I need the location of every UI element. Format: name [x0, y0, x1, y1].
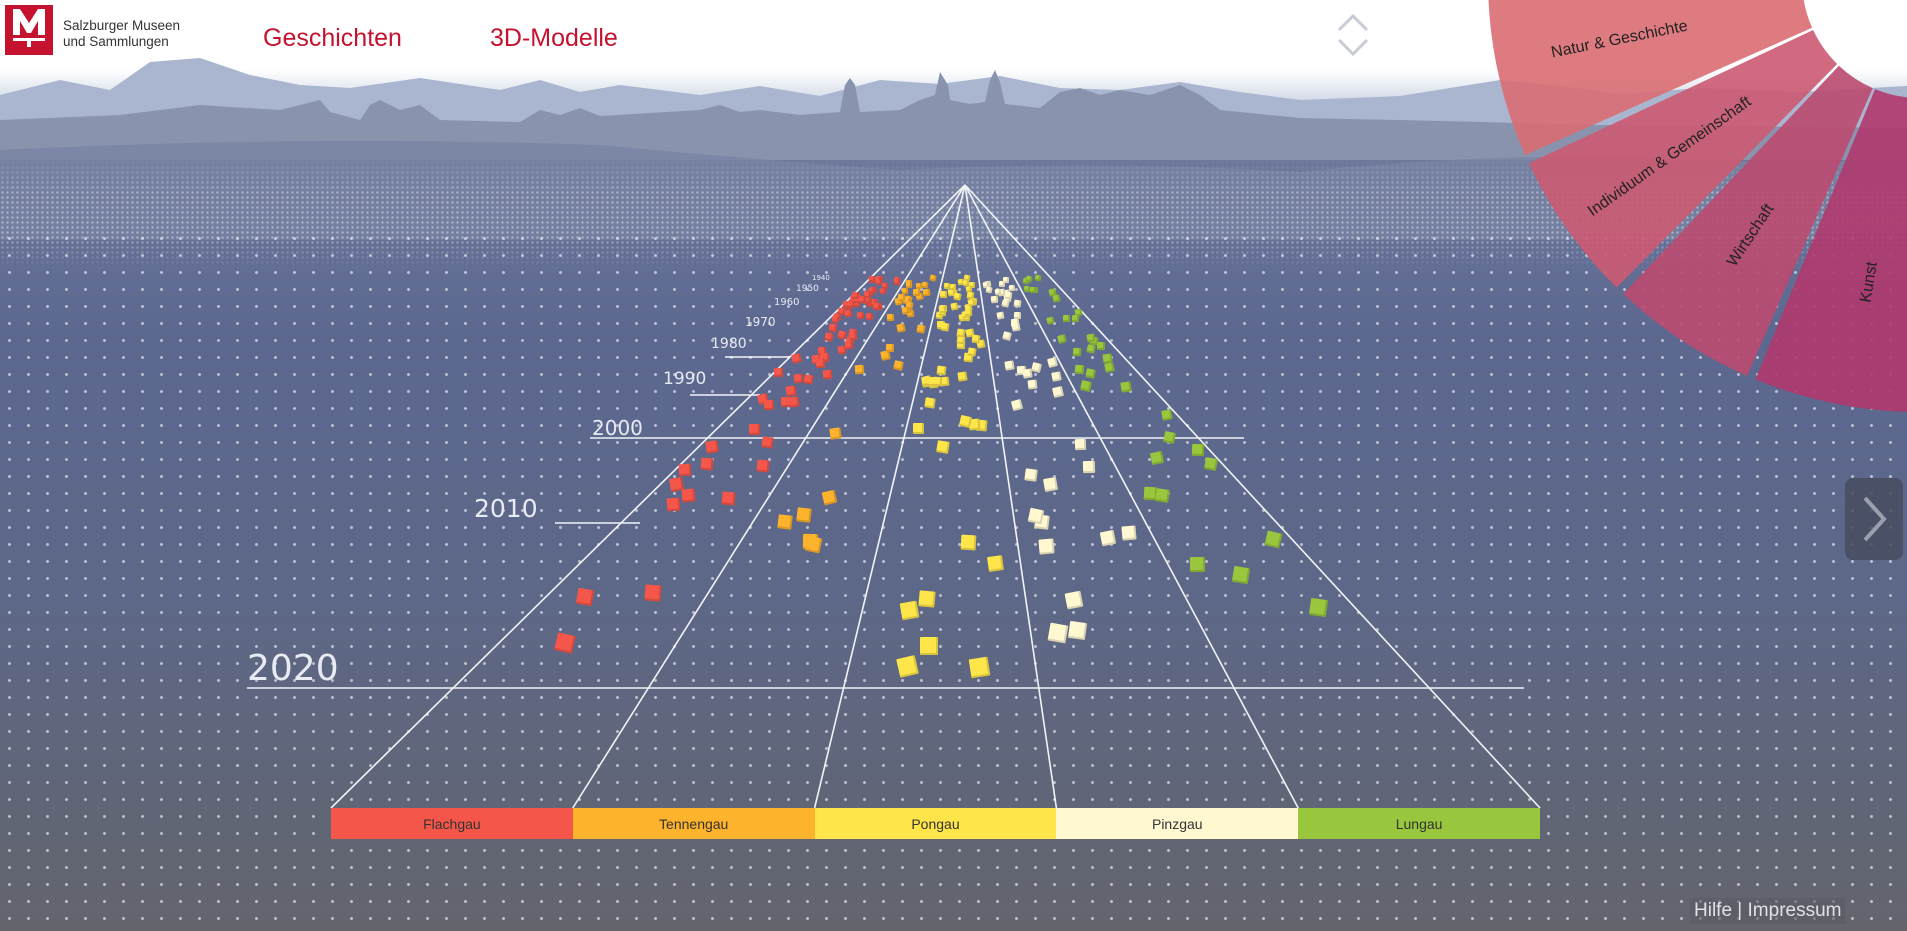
- museum-logo[interactable]: [5, 5, 53, 55]
- story-marker-lungau[interactable]: [1029, 286, 1037, 294]
- category-segment-0[interactable]: Natur & Geschichte: [1488, 0, 1813, 156]
- region-tennengau[interactable]: Tennengau: [572, 808, 815, 839]
- year-label-1990: 1990: [663, 369, 707, 389]
- region-pinzgau[interactable]: Pinzgau: [1056, 808, 1299, 839]
- region-lungau[interactable]: Lungau: [1298, 808, 1540, 839]
- year-label-1970: 1970: [745, 315, 776, 329]
- chevron-right-icon: [1863, 496, 1887, 542]
- org-name-line2: und Sammlungen: [63, 34, 169, 49]
- year-label-2010: 2010: [474, 494, 538, 523]
- imprint-link[interactable]: Impressum: [1747, 900, 1842, 921]
- year-label-1960: 1960: [774, 297, 800, 308]
- footer-links: Hilfe | Impressum: [1690, 898, 1846, 924]
- help-link[interactable]: Hilfe: [1694, 900, 1733, 921]
- region-label: Flachgau: [423, 815, 481, 832]
- year-label-1940: 1940: [812, 274, 830, 282]
- segment-shape: [1755, 89, 1907, 412]
- region-label: Tennengau: [659, 815, 729, 832]
- segment-shape: [1528, 30, 1838, 288]
- year-label-1950: 1950: [796, 284, 819, 294]
- segment-label: Kunst: [1857, 260, 1881, 304]
- story-marker-pongau[interactable]: [920, 637, 939, 656]
- nav-3d-modelle[interactable]: 3D-Modelle: [490, 24, 618, 52]
- category-segment-3[interactable]: Kunst: [1755, 89, 1907, 412]
- logo-m-icon: [13, 9, 45, 47]
- region-label: Lungau: [1395, 815, 1443, 832]
- region-flachgau[interactable]: Flachgau: [331, 808, 573, 839]
- year-label-2000: 2000: [592, 416, 643, 440]
- segment-shape: [1488, 0, 1813, 156]
- story-marker-pinzgau[interactable]: [1003, 277, 1010, 284]
- story-marker-flachgau[interactable]: [749, 423, 761, 435]
- segment-shape: [1623, 65, 1873, 376]
- up-down-chevron-icon[interactable]: [1336, 10, 1370, 60]
- next-button[interactable]: [1845, 478, 1903, 560]
- region-legend: Flachgau Tennengau Pongau Pinzgau Lungau: [331, 808, 1540, 839]
- nav-geschichten[interactable]: Geschichten: [263, 24, 402, 52]
- org-name: Salzburger Museen und Sammlungen: [63, 18, 180, 50]
- year-label-2020: 2020: [247, 648, 339, 689]
- footer-separator: |: [1737, 900, 1743, 921]
- org-name-line1: Salzburger Museen: [63, 18, 181, 33]
- category-segment-2[interactable]: Wirtschaft: [1623, 65, 1873, 376]
- year-label-1980: 1980: [711, 336, 747, 352]
- story-marker-pongau[interactable]: [949, 283, 957, 290]
- region-label: Pongau: [911, 815, 960, 832]
- story-marker-tennengau[interactable]: [885, 344, 895, 353]
- region-pongau[interactable]: Pongau: [814, 808, 1057, 839]
- region-label: Pinzgau: [1151, 815, 1203, 832]
- story-marker-pongau[interactable]: [913, 423, 925, 434]
- story-marker-flachgau[interactable]: [780, 397, 791, 408]
